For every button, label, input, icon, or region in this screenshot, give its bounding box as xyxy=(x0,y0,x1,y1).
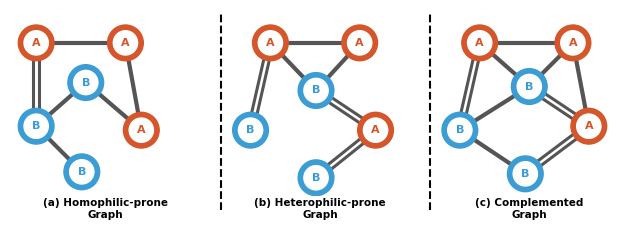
Text: (b) Heterophilic-prone
Graph: (b) Heterophilic-prone Graph xyxy=(254,198,386,220)
Circle shape xyxy=(19,108,54,144)
Circle shape xyxy=(108,25,143,61)
Circle shape xyxy=(468,31,492,55)
Circle shape xyxy=(448,118,472,142)
Text: (a) Homophilic-prone
Graph: (a) Homophilic-prone Graph xyxy=(43,198,168,220)
Text: B: B xyxy=(32,121,40,131)
Circle shape xyxy=(517,74,541,99)
Text: A: A xyxy=(568,38,577,48)
Circle shape xyxy=(304,166,328,190)
Text: A: A xyxy=(371,125,380,135)
Circle shape xyxy=(577,114,601,138)
Text: A: A xyxy=(32,38,40,48)
Text: A: A xyxy=(584,121,593,131)
Circle shape xyxy=(462,25,497,61)
Text: A: A xyxy=(121,38,130,48)
Circle shape xyxy=(298,160,334,196)
Circle shape xyxy=(259,31,282,55)
Text: (c) Complemented
Graph: (c) Complemented Graph xyxy=(475,198,584,220)
Text: B: B xyxy=(312,86,320,96)
Circle shape xyxy=(571,108,607,144)
Text: A: A xyxy=(476,38,484,48)
Text: B: B xyxy=(312,173,320,183)
Circle shape xyxy=(508,156,543,192)
Text: B: B xyxy=(81,77,90,87)
Circle shape xyxy=(513,162,538,186)
Circle shape xyxy=(68,65,104,100)
Circle shape xyxy=(74,71,98,95)
Text: A: A xyxy=(355,38,364,48)
Circle shape xyxy=(19,25,54,61)
Circle shape xyxy=(364,118,388,142)
Text: A: A xyxy=(137,125,146,135)
Circle shape xyxy=(233,112,268,148)
Circle shape xyxy=(342,25,378,61)
Circle shape xyxy=(511,69,547,104)
Circle shape xyxy=(239,118,262,142)
Circle shape xyxy=(113,31,138,55)
Circle shape xyxy=(298,73,334,108)
Circle shape xyxy=(442,112,477,148)
Text: B: B xyxy=(456,125,464,135)
Text: B: B xyxy=(246,125,255,135)
Text: B: B xyxy=(525,81,534,92)
Circle shape xyxy=(358,112,394,148)
Circle shape xyxy=(561,31,585,55)
Circle shape xyxy=(304,78,328,103)
Circle shape xyxy=(70,160,94,184)
Circle shape xyxy=(348,31,372,55)
Text: A: A xyxy=(266,38,275,48)
Circle shape xyxy=(555,25,591,61)
Circle shape xyxy=(129,118,154,142)
Circle shape xyxy=(24,114,48,138)
Circle shape xyxy=(253,25,288,61)
Circle shape xyxy=(24,31,48,55)
Circle shape xyxy=(64,154,100,190)
Text: B: B xyxy=(77,167,86,177)
Text: B: B xyxy=(521,169,529,179)
Circle shape xyxy=(124,112,159,148)
